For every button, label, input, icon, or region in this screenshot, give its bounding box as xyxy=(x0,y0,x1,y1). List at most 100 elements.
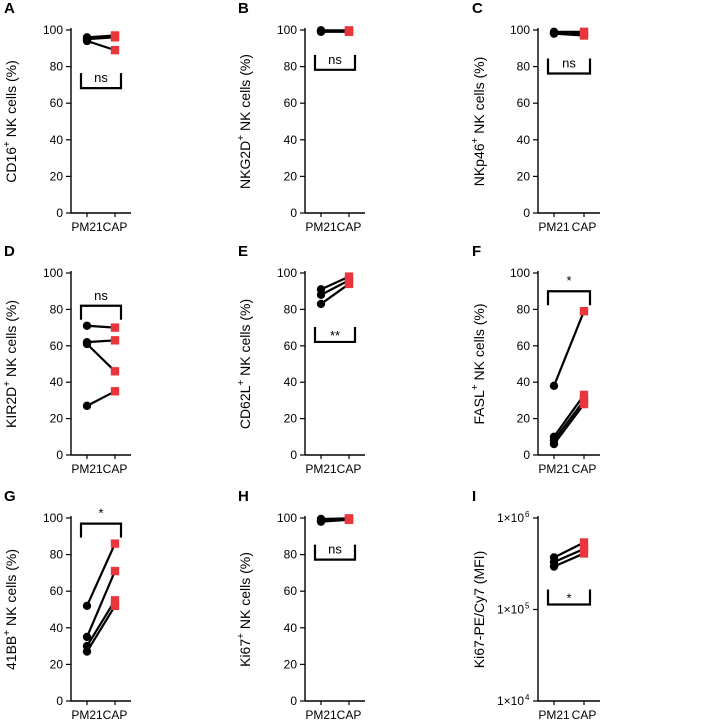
y-tick-label: 100 xyxy=(277,23,297,37)
panel-label: B xyxy=(238,0,249,17)
pm21-point xyxy=(316,514,326,524)
paired-line xyxy=(553,403,585,445)
y-axis-title: CD62L+ NK cells (%) xyxy=(236,299,253,429)
y-axis-title: FASL+ NK cells (%) xyxy=(470,304,487,425)
pm21-point xyxy=(316,26,326,35)
y-tick-exponent: 6 xyxy=(525,510,530,519)
paired-line xyxy=(553,399,585,442)
panel-a: A 0 20 40 60 80 100 PM21 CAP CD16+ NK cells (%) ns xyxy=(2,0,131,234)
y-tick-label: 80 xyxy=(284,60,298,74)
paired-line xyxy=(86,390,116,407)
cap-point xyxy=(110,566,120,576)
significance-bracket xyxy=(546,589,592,606)
y-axis-title: CD16+ NK cells (%) xyxy=(2,60,19,183)
y-tick-label: 100 xyxy=(43,23,63,37)
y-axis-title: Ki67-PE/Cy7 (MFI) xyxy=(471,551,487,668)
x-category-label: CAP xyxy=(103,708,128,722)
y-tick-label: 20 xyxy=(50,657,64,671)
y-tick-label: 60 xyxy=(284,96,298,110)
significance-label: * xyxy=(566,591,571,606)
significance-bracket xyxy=(313,54,357,71)
significance-bracket xyxy=(313,326,357,344)
y-tick-label: 80 xyxy=(50,548,64,562)
significance-label: ** xyxy=(330,328,340,343)
y-axis-title-sup: + xyxy=(2,630,13,636)
cap-point xyxy=(579,307,589,316)
y-axis-title-sup: + xyxy=(236,633,247,639)
y-axis-title-rest: NK cells (%) xyxy=(237,299,253,380)
panel-label: E xyxy=(238,243,248,260)
y-tick-label: 20 xyxy=(284,169,298,183)
panel-b: B 0 20 40 60 80 100 PM21 CAP NKG2D+ NK cells (%) n… xyxy=(236,0,365,234)
y-tick-label: 40 xyxy=(284,133,298,147)
cap-point xyxy=(579,27,589,37)
paired-line xyxy=(86,34,116,39)
significance-label: * xyxy=(566,273,571,288)
paired-line xyxy=(320,517,350,521)
cap-point xyxy=(344,514,354,523)
cap-point xyxy=(110,601,120,611)
x-category-label: PM21 xyxy=(71,462,103,476)
y-axis-title-base: CD62L xyxy=(237,385,253,429)
cap-point xyxy=(344,279,354,289)
paired-line xyxy=(86,39,116,52)
y-tick-label: 100 xyxy=(277,266,297,280)
y-axis-title-sup: + xyxy=(470,384,481,390)
significance-bracket xyxy=(546,58,592,75)
y-tick-label: 100 xyxy=(277,511,297,525)
y-axis-title-base: FASL xyxy=(471,390,487,424)
panel-label: C xyxy=(472,0,483,17)
paired-line xyxy=(553,541,585,559)
x-category-label: CAP xyxy=(572,462,597,476)
pm21-point xyxy=(82,647,92,656)
panel-label: F xyxy=(472,243,481,260)
cap-point xyxy=(579,538,589,547)
significance-label: ns xyxy=(562,55,576,70)
y-axis-title-base: CD16 xyxy=(3,147,19,183)
pm21-point xyxy=(316,299,326,309)
cap-point xyxy=(579,544,589,554)
y-tick-exponent: 4 xyxy=(525,693,530,702)
significance-bracket xyxy=(79,304,123,320)
paired-line xyxy=(320,279,350,296)
y-axis-title-base: NKG2D xyxy=(237,141,253,189)
panel-d: D 0 20 40 60 80 100 PM21 CAP KIR2D+ NK cells (%) n… xyxy=(2,243,131,476)
y-tick-label: 80 xyxy=(50,302,64,316)
y-axis-title-base: 41BB xyxy=(3,636,19,670)
pm21-point xyxy=(549,562,559,571)
significance-label: ns xyxy=(328,52,342,67)
y-tick-label: 0 xyxy=(56,694,63,708)
y-axis-title: KIR2D+ NK cells (%) xyxy=(2,300,19,428)
y-tick-label: 60 xyxy=(50,339,64,353)
y-axis-title-sup: + xyxy=(2,381,13,387)
pm21-point xyxy=(82,339,92,349)
x-category-label: PM21 xyxy=(305,708,337,722)
significance-bracket xyxy=(79,522,123,538)
x-category-label: PM21 xyxy=(538,462,570,476)
y-tick-label: 80 xyxy=(284,302,298,316)
y-tick-label: 100 xyxy=(43,266,63,280)
y-tick-label: 40 xyxy=(50,375,64,389)
panel-label: G xyxy=(4,488,16,505)
x-category-label: CAP xyxy=(572,220,597,234)
y-axis-title-base: Ki67 xyxy=(237,639,253,667)
cap-point xyxy=(579,390,589,400)
x-category-label: CAP xyxy=(337,220,362,234)
y-axis-title-sup: + xyxy=(236,135,247,141)
y-tick-label: 20 xyxy=(284,412,298,426)
panel-label: A xyxy=(4,0,15,17)
panel-h: H 0 20 40 60 80 100 PM21 CAP Ki67+ NK cells (%) ns xyxy=(236,488,365,722)
significance-bracket xyxy=(546,290,592,306)
panel-label: D xyxy=(4,243,15,260)
x-category-label: PM21 xyxy=(305,220,337,234)
significance-bracket xyxy=(313,544,357,561)
x-category-label: PM21 xyxy=(538,220,570,234)
x-category-label: PM21 xyxy=(71,708,103,722)
y-axis-title-base: KIR2D xyxy=(3,387,19,428)
paired-line xyxy=(320,283,350,305)
x-category-label: PM21 xyxy=(305,462,337,476)
cap-point xyxy=(579,549,589,558)
y-tick-label: 0 xyxy=(290,694,297,708)
paired-line xyxy=(85,543,117,607)
